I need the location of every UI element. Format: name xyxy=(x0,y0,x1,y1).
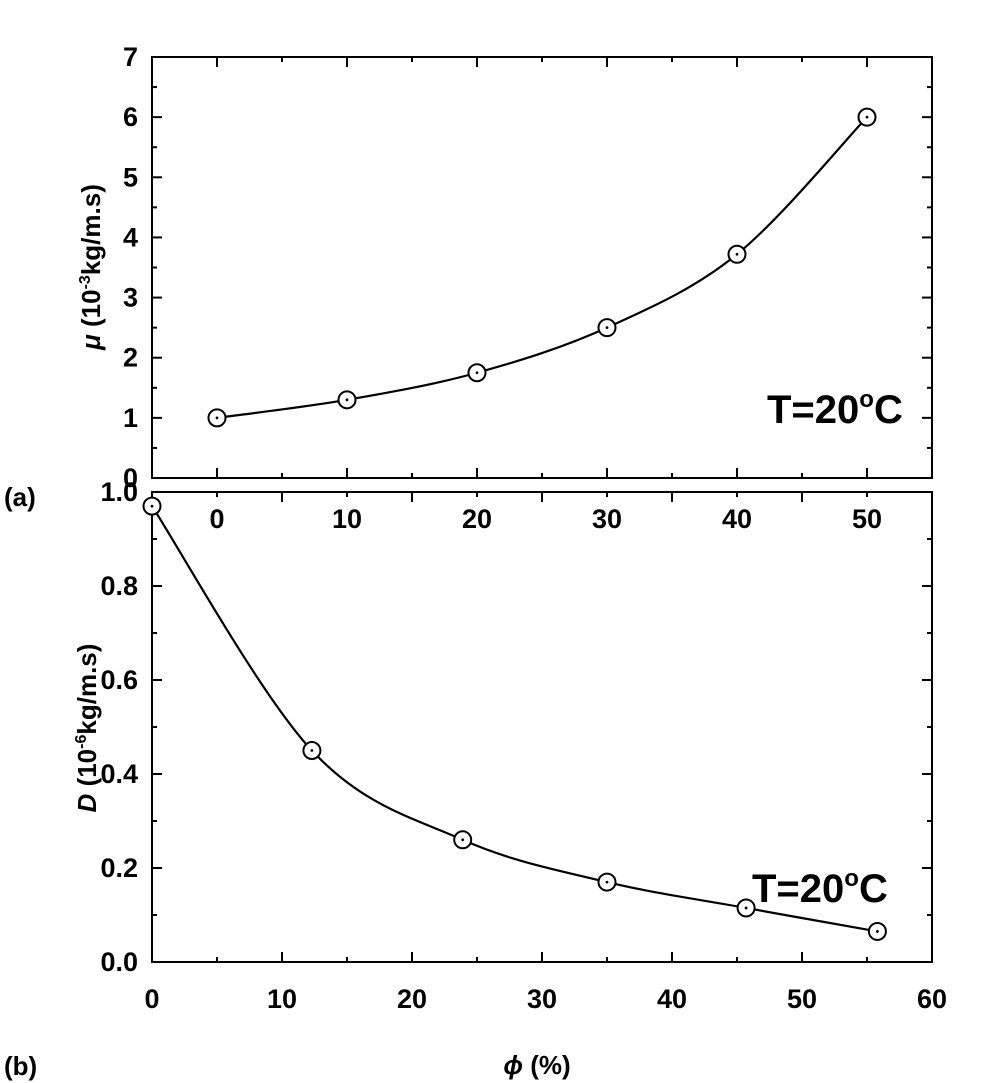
data-point xyxy=(736,898,756,918)
x-tick-label: 0 xyxy=(144,984,159,1014)
data-point-dot xyxy=(345,398,349,402)
data-point xyxy=(142,496,162,516)
x-tick-label: 50 xyxy=(852,504,882,534)
y-tick-label: 0.6 xyxy=(100,665,138,695)
data-point-dot xyxy=(475,371,479,375)
y-tick-label: 1 xyxy=(123,403,138,433)
data-point xyxy=(597,318,617,338)
y-tick-label: 0 xyxy=(123,463,138,493)
series-line xyxy=(216,116,868,419)
x-tick-label: 50 xyxy=(787,984,817,1014)
data-point-dot xyxy=(744,906,748,910)
data-point-dot xyxy=(876,930,879,933)
y-axis-title: μ (10-3kg/m.s) xyxy=(76,184,106,351)
x-tick-label: 20 xyxy=(397,984,427,1014)
data-point-dot xyxy=(865,115,869,119)
data-point-dot xyxy=(461,838,465,842)
panel-label: (b) xyxy=(4,1051,37,1081)
data-point-dot xyxy=(605,880,609,884)
data-point xyxy=(727,244,747,264)
y-tick-label: 0.2 xyxy=(100,853,138,883)
x-tick-label: 20 xyxy=(462,504,492,534)
x-tick-label: 30 xyxy=(592,504,622,534)
data-point-dot xyxy=(215,416,219,420)
panel-b-chart: 0 10 20 30 40 50 60 0.0 0.2 0.4 0.6 0.8 1.0 T=20oC (b)… xyxy=(4,477,947,1081)
y-tick-label: 7 xyxy=(123,42,138,72)
x-tick-label: 30 xyxy=(527,984,557,1014)
panel-a-chart: 0 10 20 30 40 50 0 1 2 3 4 5 6 7 T=20oC (a) μ (10-3kg/m.… xyxy=(4,42,933,534)
y-axis-title: D (10-6kg/m.s) xyxy=(72,644,102,813)
y-tick-label: 6 xyxy=(123,102,138,132)
y-tick-label: 1.0 xyxy=(100,477,138,507)
data-point xyxy=(857,107,877,127)
data-point-dot xyxy=(735,252,739,256)
y-tick-label: 0.4 xyxy=(100,759,138,789)
y-tick-label: 3 xyxy=(123,283,138,313)
y-tick-label: 0.0 xyxy=(100,947,138,977)
x-tick-label: 40 xyxy=(722,504,752,534)
y-tick-label: 2 xyxy=(123,343,138,373)
y-tick-label: 0.8 xyxy=(100,571,138,601)
data-point xyxy=(467,363,487,383)
data-point xyxy=(597,872,617,892)
data-point-dot xyxy=(605,326,609,330)
data-point xyxy=(207,408,227,428)
temperature-annotation: T=20oC xyxy=(767,386,903,432)
data-point xyxy=(453,830,473,850)
data-point-dot xyxy=(150,504,154,508)
data-point xyxy=(337,390,357,410)
x-tick-label: 60 xyxy=(917,984,947,1014)
y-tick-label: 5 xyxy=(123,162,138,192)
x-tick-label: 10 xyxy=(332,504,362,534)
data-point xyxy=(867,921,887,941)
temperature-annotation: T=20oC xyxy=(752,865,888,911)
data-point-dot xyxy=(310,749,314,752)
x-tick-label: 0 xyxy=(209,504,224,534)
y-tick-label: 4 xyxy=(123,222,138,252)
panel-label: (a) xyxy=(4,482,36,512)
data-point xyxy=(302,741,322,760)
x-tick-label: 40 xyxy=(657,984,687,1014)
x-axis-title: ϕ (%) xyxy=(503,1050,570,1080)
x-tick-label: 10 xyxy=(267,984,297,1014)
